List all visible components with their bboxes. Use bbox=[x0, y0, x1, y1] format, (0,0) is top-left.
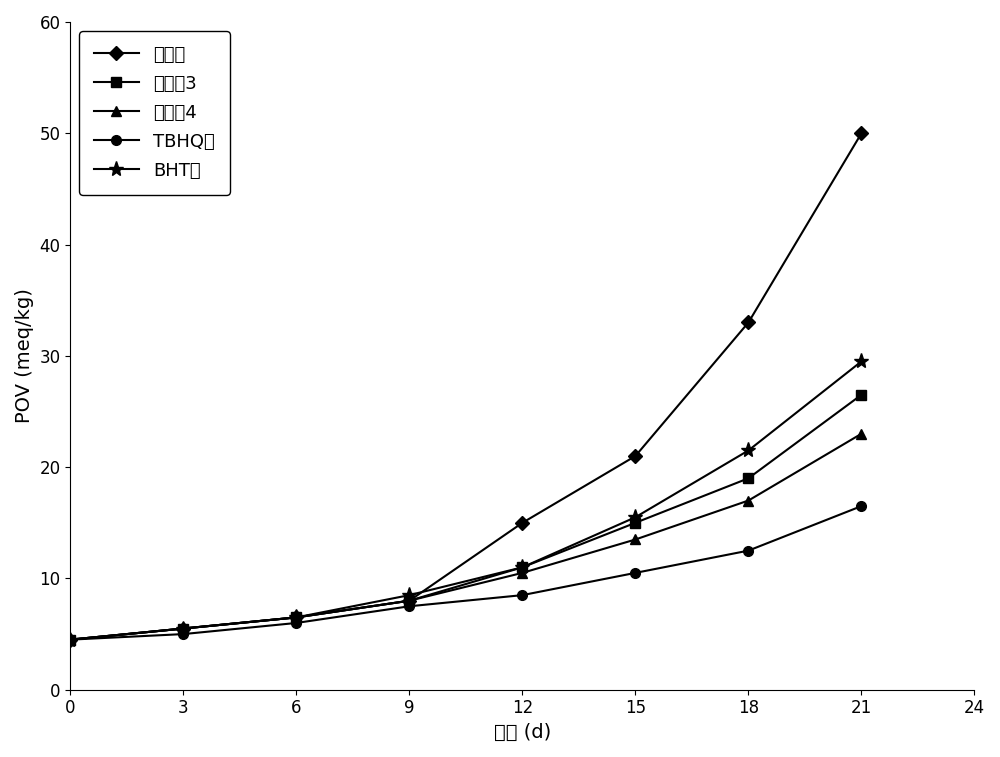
BHT组 bbox=[64, 635, 76, 644]
BHT组 bbox=[403, 590, 415, 600]
BHT组 bbox=[516, 562, 528, 572]
空白组 bbox=[290, 613, 302, 622]
BHT组 bbox=[290, 613, 302, 622]
实施例4 bbox=[516, 569, 528, 578]
实施例4 bbox=[64, 635, 76, 644]
空白组 bbox=[855, 129, 867, 138]
空白组 bbox=[64, 635, 76, 644]
实施例3 bbox=[177, 624, 189, 633]
空白组 bbox=[177, 624, 189, 633]
实施例3 bbox=[516, 562, 528, 572]
实施例4 bbox=[403, 597, 415, 606]
BHT组 bbox=[855, 357, 867, 366]
TBHQ组 bbox=[177, 630, 189, 639]
实施例3 bbox=[629, 519, 641, 528]
TBHQ组 bbox=[403, 602, 415, 611]
空白组 bbox=[742, 318, 754, 327]
实施例3 bbox=[64, 635, 76, 644]
空白组 bbox=[516, 519, 528, 528]
实施例4 bbox=[290, 613, 302, 622]
实施例4 bbox=[629, 535, 641, 544]
BHT组 bbox=[629, 512, 641, 522]
Line: 实施例4: 实施例4 bbox=[66, 429, 866, 644]
Y-axis label: POV (meq/kg): POV (meq/kg) bbox=[15, 288, 34, 423]
BHT组 bbox=[742, 446, 754, 455]
实施例4 bbox=[742, 496, 754, 505]
Line: BHT组: BHT组 bbox=[63, 354, 869, 647]
实施例3 bbox=[742, 474, 754, 483]
实施例3 bbox=[855, 391, 867, 400]
空白组 bbox=[629, 451, 641, 460]
TBHQ组 bbox=[64, 635, 76, 644]
实施例4 bbox=[177, 624, 189, 633]
实施例4 bbox=[855, 429, 867, 438]
Line: 空白组: 空白组 bbox=[66, 129, 866, 644]
Line: TBHQ组: TBHQ组 bbox=[66, 501, 866, 644]
实施例3 bbox=[403, 597, 415, 606]
TBHQ组 bbox=[516, 590, 528, 600]
TBHQ组 bbox=[629, 569, 641, 578]
Legend: 空白组, 实施例3, 实施例4, TBHQ组, BHT组: 空白组, 实施例3, 实施例4, TBHQ组, BHT组 bbox=[79, 31, 230, 195]
BHT组 bbox=[177, 624, 189, 633]
空白组 bbox=[403, 597, 415, 606]
TBHQ组 bbox=[290, 618, 302, 628]
Line: 实施例3: 实施例3 bbox=[66, 390, 866, 644]
实施例3 bbox=[290, 613, 302, 622]
X-axis label: 时间 (d): 时间 (d) bbox=[494, 723, 551, 742]
TBHQ组 bbox=[742, 546, 754, 555]
TBHQ组 bbox=[855, 502, 867, 511]
